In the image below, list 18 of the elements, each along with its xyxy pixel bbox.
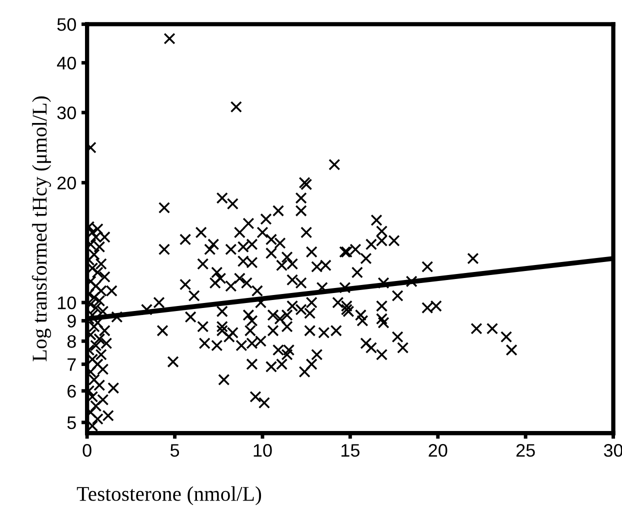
- y-tick-label: 20: [57, 176, 76, 190]
- x-axis-title: Testosterone (nmol/L): [76, 486, 262, 506]
- y-axis-title: Log transformed tHcy (μmol/L): [32, 96, 52, 362]
- x-tick-label: 10: [254, 444, 272, 457]
- y-tick-label: 50: [57, 18, 76, 31]
- x-tick-label: 25: [516, 444, 535, 457]
- x-tick-label: 5: [170, 444, 180, 457]
- y-tick-label: 7: [68, 358, 76, 371]
- y-tick-label: 40: [56, 56, 76, 70]
- x-tick-label: 15: [342, 444, 360, 457]
- x-tick-label: 0: [82, 444, 92, 457]
- y-tick-label: 8: [67, 335, 76, 348]
- y-tick-label: 10: [58, 296, 76, 310]
- y-tick-label: 5: [67, 416, 76, 430]
- y-tick-label: 6: [68, 384, 76, 398]
- y-tick-label: 9: [67, 314, 76, 328]
- y-tick-label: 30: [57, 106, 76, 120]
- x-tick-label: 20: [428, 444, 448, 457]
